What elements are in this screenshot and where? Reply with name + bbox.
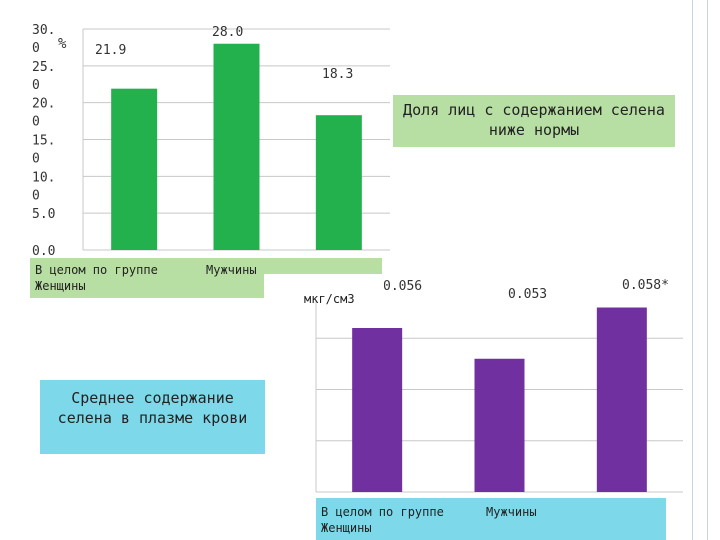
chart2-category-label-2: Женщины (321, 521, 372, 535)
chart1-bar-0 (111, 88, 158, 250)
chart1-ytick-label-2: 10. 0 (32, 170, 55, 203)
chart1-annotation: Доля лиц с содержанием селена ниже нормы (393, 95, 675, 147)
chart2-annotation: Среднее содержание селена в плазме крови (40, 380, 265, 454)
chart1-ytick-label-3: 15. 0 (32, 134, 55, 167)
chart1-unit-label: % (58, 36, 67, 52)
chart1-category-label-2: Женщины (35, 279, 86, 293)
chart2-bar-0 (352, 328, 403, 492)
chart1-bar-1 (213, 43, 260, 250)
chart1-bar-2 (315, 115, 362, 250)
chart2-category-strip: В целом по группе Мужчины Женщины (316, 498, 666, 540)
page-border (692, 0, 708, 540)
chart2-data-label-0: 0.056 (383, 279, 422, 294)
chart1-ytick-label-0: 0.0 (32, 244, 55, 259)
chart2-category-label-0: В целом по группе (321, 505, 444, 519)
chart1-ytick-label-6: 30. 0 (32, 23, 55, 56)
chart2-data-label-2: 0.058* (622, 278, 669, 293)
chart1-data-label-0: 21.9 (95, 43, 126, 58)
chart2-category-label-1: Мужчины (486, 505, 537, 519)
chart2-unit-label: мкг/см3 (304, 292, 355, 306)
chart1-ytick-label-1: 5.0 (32, 207, 55, 222)
chart2-data-label-1: 0.053 (508, 287, 547, 302)
chart1-data-label-2: 18.3 (322, 67, 353, 82)
chart1-strip-mask (264, 274, 384, 300)
chart1-category-label-1: Мужчины (206, 263, 257, 277)
chart1-ytick-label-4: 20. 0 (32, 97, 55, 130)
chart1-ytick-label-5: 25. 0 (32, 60, 55, 93)
chart1-data-label-1: 28.0 (212, 25, 243, 40)
chart2-bar-1 (474, 358, 525, 492)
chart2-bar-2 (596, 307, 647, 492)
chart1-category-label-0: В целом по группе (35, 263, 158, 277)
